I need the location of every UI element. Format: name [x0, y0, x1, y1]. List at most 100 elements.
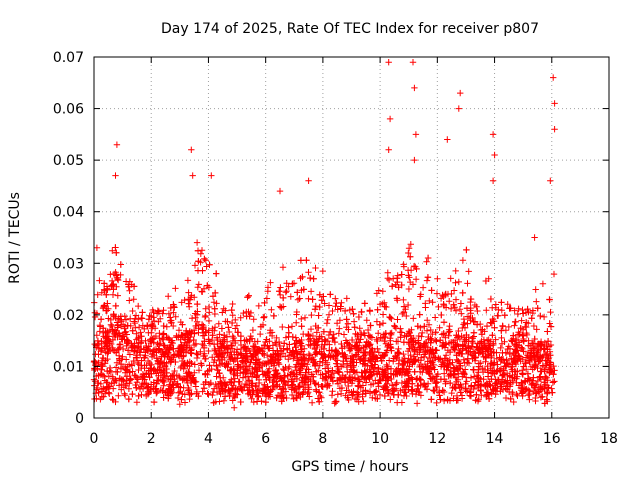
- data-point: [186, 296, 194, 303]
- data-point: [234, 361, 241, 368]
- data-point: [455, 278, 462, 286]
- data-point: [113, 141, 121, 148]
- data-point: [235, 385, 243, 392]
- data-point: [109, 247, 116, 254]
- data-point: [108, 282, 115, 289]
- data-point: [191, 361, 198, 368]
- data-point: [385, 59, 392, 66]
- data-point: [192, 322, 199, 330]
- data-point: [144, 323, 151, 330]
- data-point: [466, 392, 474, 399]
- data-point: [145, 389, 152, 397]
- data-point: [422, 382, 429, 390]
- data-point: [130, 357, 137, 365]
- data-point: [271, 339, 279, 346]
- data-point: [459, 257, 467, 264]
- data-point: [293, 319, 300, 326]
- data-point: [273, 394, 280, 402]
- data-point: [269, 386, 276, 393]
- data-point: [110, 286, 117, 293]
- data-point: [330, 334, 337, 342]
- data-point: [489, 131, 497, 138]
- data-point: [387, 344, 395, 352]
- x-tick-label: 8: [318, 431, 327, 447]
- data-point: [384, 365, 392, 372]
- data-point: [486, 342, 493, 349]
- data-point: [547, 352, 554, 359]
- data-point: [300, 376, 308, 384]
- data-point: [98, 366, 105, 373]
- data-point: [260, 387, 268, 394]
- data-point: [464, 359, 471, 366]
- data-point: [139, 374, 146, 382]
- data-point: [169, 381, 176, 388]
- data-point: [214, 367, 222, 374]
- data-point: [298, 315, 305, 323]
- data-point: [160, 322, 167, 330]
- data-point: [220, 397, 228, 404]
- data-point: [125, 395, 132, 403]
- data-point: [274, 347, 281, 355]
- data-point: [187, 349, 194, 357]
- data-point: [550, 270, 558, 278]
- data-point: [258, 362, 266, 370]
- data-point: [527, 354, 534, 361]
- data-point: [499, 349, 506, 357]
- data-point: [432, 329, 439, 336]
- data-point: [325, 302, 333, 309]
- data-point: [259, 321, 267, 329]
- data-point: [284, 346, 291, 353]
- data-point: [476, 339, 484, 347]
- data-point: [235, 378, 242, 385]
- data-point: [467, 310, 474, 317]
- data-point: [209, 388, 217, 396]
- data-point: [547, 323, 555, 330]
- data-point: [395, 350, 403, 357]
- data-point: [421, 340, 429, 347]
- data-point: [225, 324, 232, 331]
- data-point: [437, 376, 445, 383]
- data-point: [206, 362, 213, 369]
- data-point: [191, 330, 198, 337]
- data-point: [349, 306, 356, 313]
- data-point: [403, 312, 410, 320]
- data-point: [118, 376, 125, 383]
- data-point: [478, 331, 486, 338]
- data-point: [533, 381, 540, 388]
- data-point: [155, 308, 163, 315]
- data-point: [178, 341, 185, 349]
- data-point: [308, 399, 316, 406]
- data-point: [337, 303, 344, 310]
- data-point: [95, 351, 102, 358]
- data-point: [126, 287, 133, 294]
- data-point: [292, 363, 299, 371]
- data-point: [261, 299, 268, 307]
- data-point: [188, 146, 195, 153]
- data-point: [438, 311, 445, 319]
- data-point: [445, 372, 452, 380]
- data-point: [214, 340, 221, 348]
- data-point: [347, 377, 354, 384]
- data-point: [533, 390, 540, 397]
- data-point: [170, 384, 177, 391]
- y-tick-label: 0.06: [53, 102, 84, 118]
- data-point: [148, 329, 155, 336]
- data-point: [374, 355, 381, 362]
- data-point: [296, 367, 303, 374]
- data-point: [384, 377, 392, 384]
- data-point: [483, 337, 491, 344]
- data-point: [142, 380, 150, 387]
- data-point: [174, 351, 181, 358]
- data-point: [228, 319, 236, 327]
- data-point: [229, 300, 236, 308]
- data-point: [475, 381, 483, 388]
- data-point: [265, 374, 272, 381]
- data-point: [194, 247, 202, 254]
- data-point: [199, 288, 206, 295]
- data-point: [487, 354, 495, 361]
- y-tick-labels: 0 0.01 0.02 0.03 0.04 0.05 0.06 0.07: [53, 50, 84, 427]
- data-point: [329, 378, 337, 385]
- data-point: [453, 356, 461, 364]
- data-point: [355, 348, 362, 356]
- data-point: [133, 330, 140, 337]
